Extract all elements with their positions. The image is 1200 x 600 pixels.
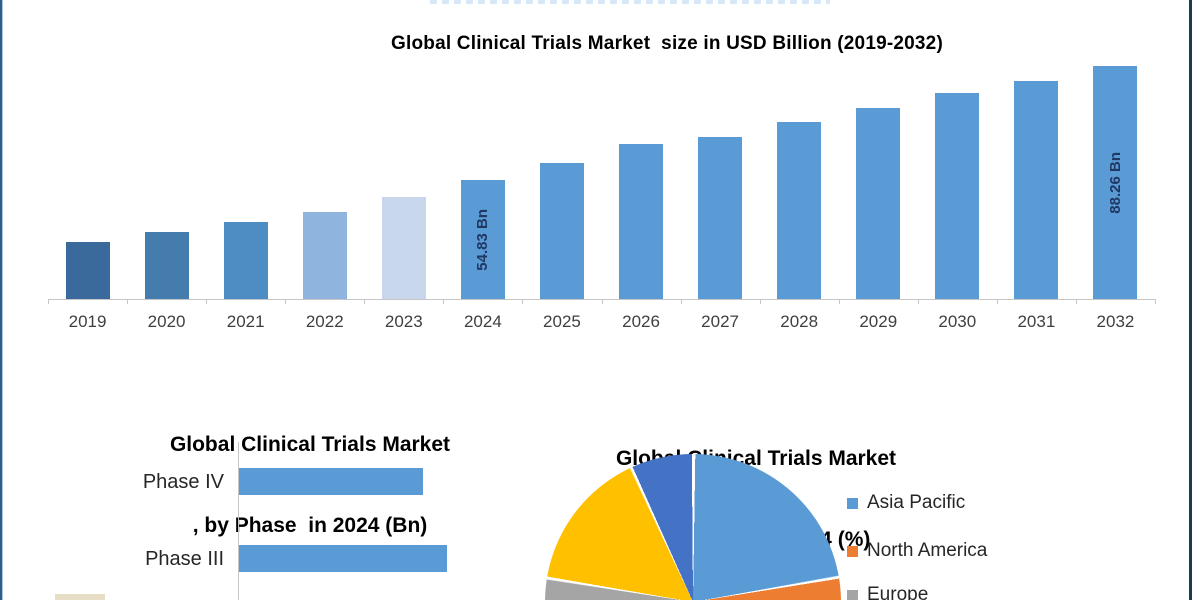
bar-2028 <box>777 122 822 299</box>
bar-2021 <box>223 222 268 299</box>
bar-2030 <box>935 93 980 299</box>
bar-2027 <box>698 137 743 299</box>
bar-2023 <box>381 197 426 299</box>
x-axis-tick <box>838 299 840 304</box>
bar-phase-iii <box>239 545 447 572</box>
frame-border-right <box>1189 0 1192 600</box>
x-axis-tick <box>127 299 129 304</box>
bar-2020 <box>144 232 189 299</box>
x-axis-tick <box>917 299 919 304</box>
bar-value-text-2024: 54.83 Bn <box>474 208 492 271</box>
frame-border-left-inner <box>2 0 3 600</box>
bar-2026 <box>619 144 664 299</box>
phase-chart-title-line2: , by Phase in 2024 (Bn) <box>192 514 428 537</box>
phase-chart-title-line1: Global Clinical Trials Market <box>169 433 451 456</box>
x-axis-label-2021: 2021 <box>226 312 265 331</box>
x-axis-label-2028: 2028 <box>780 312 819 331</box>
x-axis-label-2024: 2024 <box>463 312 502 331</box>
x-axis-label-2022: 2022 <box>305 312 344 331</box>
legend-label: Europe <box>867 584 929 600</box>
x-axis-label-2020: 2020 <box>147 312 186 331</box>
x-axis-tick <box>443 299 445 304</box>
x-axis-tick <box>1075 299 1077 304</box>
x-axis-label-2030: 2030 <box>938 312 977 331</box>
phase-chart-y-axis <box>238 442 239 600</box>
bar-2032 <box>1093 66 1138 299</box>
x-axis-tick <box>759 299 761 304</box>
bar-phase-iv <box>239 468 423 495</box>
x-axis-label-2023: 2023 <box>384 312 423 331</box>
bar-2024 <box>460 180 505 299</box>
bar-value-label-2032: 88.26 Bn <box>1093 66 1137 299</box>
phase-chart-title: Global Clinical Trials Market , by Phase… <box>95 377 525 593</box>
x-axis-label-2019: 2019 <box>68 312 107 331</box>
x-axis-tick <box>996 299 998 304</box>
x-axis-tick <box>48 299 49 304</box>
x-axis-tick <box>522 299 524 304</box>
frame-border-left <box>0 0 2 600</box>
legend-item-north-america: North America <box>847 540 987 562</box>
legend-item-asia-pacific: Asia Pacific <box>847 492 965 514</box>
bar-2029 <box>856 108 901 299</box>
bar-value-label-2024: 54.83 Bn <box>461 180 505 299</box>
x-axis-tick <box>601 299 603 304</box>
main-chart-title: Global Clinical Trials Market size in US… <box>391 33 943 54</box>
cropped-text-remnant <box>430 0 830 4</box>
x-axis-label-2032: 2032 <box>1096 312 1135 331</box>
legend-swatch-icon <box>847 589 858 600</box>
x-axis-tick <box>364 299 366 304</box>
cropped-corner-fragment <box>55 594 105 600</box>
x-axis-label-2031: 2031 <box>1017 312 1056 331</box>
bar-2022 <box>302 212 347 299</box>
legend-label: Asia Pacific <box>867 492 966 513</box>
bar-value-text-2032: 88.26 Bn <box>1106 151 1124 214</box>
x-axis-tick <box>206 299 208 304</box>
legend-swatch-icon <box>847 497 858 509</box>
x-axis-tick <box>285 299 287 304</box>
bar-2019 <box>65 242 110 299</box>
x-axis-label-2029: 2029 <box>859 312 898 331</box>
category-label-phase-iii: Phase III <box>145 548 224 570</box>
x-axis-label-2027: 2027 <box>701 312 739 331</box>
legend-item-europe: Europe <box>847 584 928 600</box>
x-axis-label-2025: 2025 <box>543 312 581 331</box>
bar-2025 <box>539 163 584 299</box>
bar-2031 <box>1014 81 1059 299</box>
x-axis-tick <box>1155 299 1156 304</box>
x-axis-label-2026: 2026 <box>622 312 660 331</box>
x-axis-tick <box>680 299 682 304</box>
legend-label: North America <box>867 540 988 561</box>
category-label-phase-iv: Phase IV <box>142 471 224 493</box>
legend-swatch-icon <box>847 545 858 557</box>
